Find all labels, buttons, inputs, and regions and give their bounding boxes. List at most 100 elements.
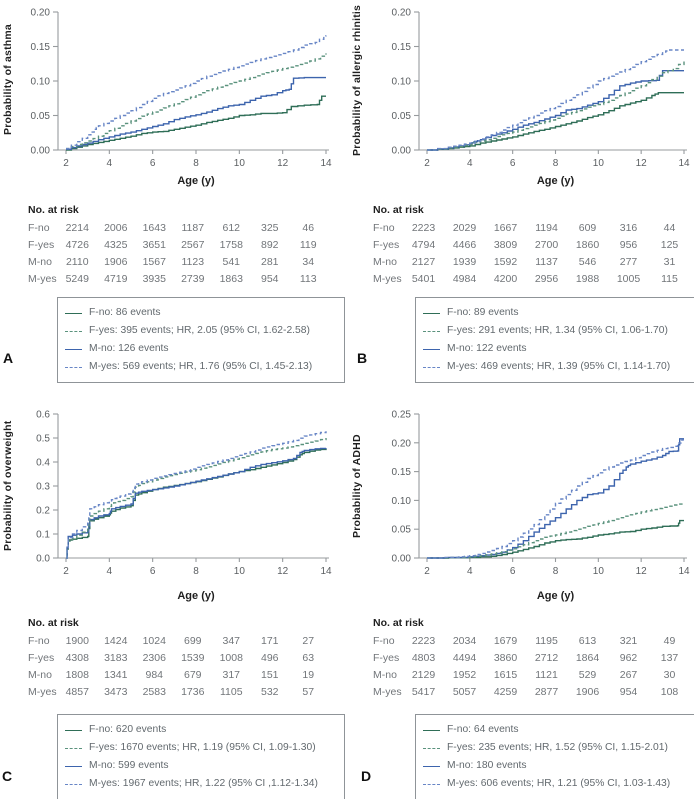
risk-row: M-yes 4857 3473 2583 1736 1105 532 57 — [28, 684, 347, 701]
risk-value: 1424 — [104, 635, 128, 647]
risk-value: 956 — [619, 239, 638, 251]
risk-value: 4200 — [493, 273, 518, 285]
risk-value: 4794 — [411, 239, 436, 251]
y-tick-label: 0.00 — [392, 146, 412, 157]
y-tick-label: 0.00 — [31, 146, 51, 157]
x-tick-label: 2 — [63, 566, 69, 577]
risk-value: 1105 — [219, 686, 243, 698]
risk-value: 5249 — [65, 273, 89, 285]
y-tick-label: 0.05 — [392, 111, 412, 122]
legend-label: M-yes: 1967 events; HR, 1.22 (95% CI ,1.… — [89, 778, 318, 789]
y-tick-label: 0.2 — [36, 506, 50, 517]
y-tick-label: 0.4 — [36, 458, 50, 469]
risk-value: 532 — [260, 686, 279, 698]
legend-line-swatch — [65, 330, 82, 332]
x-tick-label: 4 — [467, 566, 473, 577]
risk-value: 1008 — [219, 652, 243, 664]
risk-rows: F-no 1900 1424 1024 699 347 171 27 F-yes 4308 3183… — [0, 633, 347, 701]
risk-value: 1615 — [493, 669, 518, 681]
risk-value: 699 — [183, 635, 202, 647]
risk-row-label: M-yes — [28, 273, 57, 285]
risk-value: 317 — [222, 669, 241, 681]
risk-row-label: F-yes — [373, 652, 400, 664]
x-tick-label: 8 — [193, 158, 199, 169]
risk-row: F-no 2214 2006 1643 1187 612 325 46 — [28, 220, 347, 237]
risk-value: 1592 — [493, 256, 518, 268]
risk-value: 2956 — [534, 273, 559, 285]
y-tick-label: 0.00 — [392, 554, 412, 565]
risk-table: No. at risk F-no 2223 2029 1667 1194 609 316 44… — [347, 204, 694, 288]
risk-value: 4466 — [452, 239, 477, 251]
y-axis-title: Probability of overweight — [2, 420, 14, 552]
risk-value: 2129 — [411, 669, 436, 681]
panel-letter: B — [357, 350, 368, 366]
panel-c: Probability of overweight 0.0 0.1 0.2 0.3 0.… — [0, 400, 347, 799]
risk-value: 1736 — [181, 686, 205, 698]
legend-line-swatch — [423, 348, 440, 350]
km-plot-asthma: 0.00 0.05 0.10 0.15 0.20 2 4 6 8 10 12 14 Age (y) — [31, 8, 332, 188]
y-tick-label: 0.10 — [392, 77, 412, 88]
risk-row-label: M-yes — [373, 686, 402, 698]
legend-entry: M-no: 126 events — [65, 340, 337, 358]
legend-entry: F-no: 89 events — [423, 304, 689, 322]
risk-value: 1900 — [65, 635, 89, 647]
panel-letter: C — [2, 768, 13, 784]
risk-value: 613 — [578, 635, 597, 647]
risk-row: M-yes 5417 5057 4259 2877 1906 954 108 — [373, 684, 694, 701]
risk-value: 108 — [660, 686, 679, 698]
risk-row-label: F-yes — [373, 239, 400, 251]
risk-value: 137 — [660, 652, 679, 664]
risk-value: 954 — [260, 273, 279, 285]
risk-value: 1667 — [493, 222, 518, 234]
legend-label: F-no: 620 events — [89, 724, 167, 735]
y-tick-label: 0.20 — [392, 438, 412, 449]
legend-line-swatch — [423, 330, 440, 332]
y-tick-label: 0.5 — [36, 434, 50, 445]
risk-value: 1988 — [575, 273, 600, 285]
risk-value: 347 — [222, 635, 241, 647]
y-tick-label: 0.25 — [392, 410, 412, 421]
risk-row: F-yes 4803 4494 3860 2712 1864 962 137 — [373, 650, 694, 667]
x-tick-label: 12 — [636, 566, 648, 577]
legend-line-swatch — [423, 366, 440, 368]
risk-table: No. at risk F-no 1900 1424 1024 699 347 171 27 F… — [0, 617, 347, 701]
risk-value: 1137 — [535, 256, 558, 268]
risk-rows: F-no 2214 2006 1643 1187 612 325 46 F-yes 4726 432… — [0, 220, 347, 288]
risk-value: 277 — [619, 256, 638, 268]
risk-value: 2306 — [142, 652, 166, 664]
risk-value: 1758 — [219, 239, 243, 251]
x-tick-label: 4 — [107, 158, 113, 169]
risk-row-label: M-yes — [28, 686, 57, 698]
series-F-no — [66, 448, 327, 559]
risk-value: 679 — [183, 669, 202, 681]
risk-value: 2567 — [181, 239, 205, 251]
series-M-no — [427, 70, 684, 151]
risk-value: 496 — [260, 652, 279, 664]
risk-value: 2034 — [452, 635, 477, 647]
risk-rows: F-no 2223 2034 1679 1195 613 321 49 F-yes 4803 449… — [347, 633, 694, 701]
risk-value: 125 — [660, 239, 679, 251]
risk-value: 267 — [619, 669, 638, 681]
risk-table: No. at risk F-no 2214 2006 1643 1187 612 325 46… — [0, 204, 347, 288]
risk-value: 1952 — [452, 669, 477, 681]
legend-label: F-no: 64 events — [447, 724, 519, 735]
risk-row: M-no 2110 1906 1567 1123 541 281 34 — [28, 254, 347, 271]
legend-label: F-yes: 235 events; HR, 1.52 (95% CI, 1.1… — [447, 742, 668, 753]
legend-entry: M-yes: 469 events; HR, 1.39 (95% CI, 1.1… — [423, 358, 689, 376]
risk-table: No. at risk F-no 2223 2034 1679 1195 613 321 49… — [347, 617, 694, 701]
y-tick-label: 0.15 — [31, 42, 51, 53]
legend-entry: M-no: 122 events — [423, 340, 689, 358]
risk-value: 46 — [302, 222, 315, 234]
risk-row-label: F-no — [28, 635, 50, 647]
risk-value: 2127 — [411, 256, 436, 268]
series-M-yes — [427, 49, 684, 151]
risk-value: 3935 — [142, 273, 166, 285]
y-tick-label: 0.10 — [31, 77, 51, 88]
risk-value: 171 — [260, 635, 279, 647]
risk-table-title: No. at risk — [28, 204, 79, 216]
risk-row: F-yes 4308 3183 2306 1539 1008 496 63 — [28, 650, 347, 667]
risk-row: M-no 2129 1952 1615 1121 529 267 30 — [373, 667, 694, 684]
legend-line-swatch — [423, 765, 440, 767]
risk-value: 2739 — [181, 273, 205, 285]
legend-label: M-no: 180 events — [447, 760, 527, 771]
